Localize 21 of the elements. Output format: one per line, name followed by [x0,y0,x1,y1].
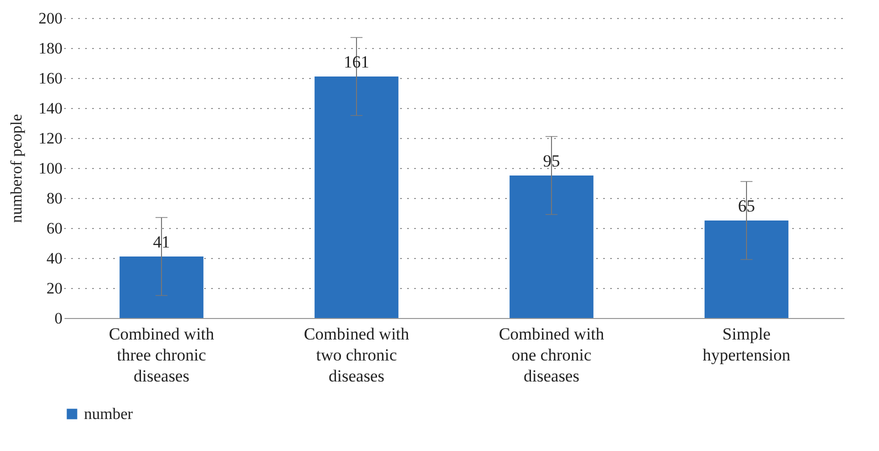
x-tick-label: Combined with three chronic diseases [108,324,215,386]
x-tick-label: Combined with one chronic diseases [498,324,605,386]
bar [120,256,204,318]
bar [510,176,594,318]
y-tick-label: 180 [38,40,62,58]
y-tick-label: 20 [46,280,62,298]
y-tick-label: 40 [46,250,62,268]
y-tick-label: 200 [38,10,62,28]
y-tick-label: 120 [38,130,62,148]
bar [704,220,788,318]
y-tick-label: 100 [38,160,62,178]
x-tick-label: Combined with two chronic diseases [304,324,410,386]
y-tick-label: 0 [54,310,62,328]
bar [314,76,398,318]
y-tick-label: 140 [38,100,62,118]
y-tick-label: 60 [46,220,62,238]
y-tick-label: 160 [38,70,62,88]
y-tick-label: 80 [46,190,62,208]
y-axis-title: numberof people [8,114,26,223]
x-tick-label: Simple hypertension [702,324,791,364]
legend-label: number [84,406,134,423]
